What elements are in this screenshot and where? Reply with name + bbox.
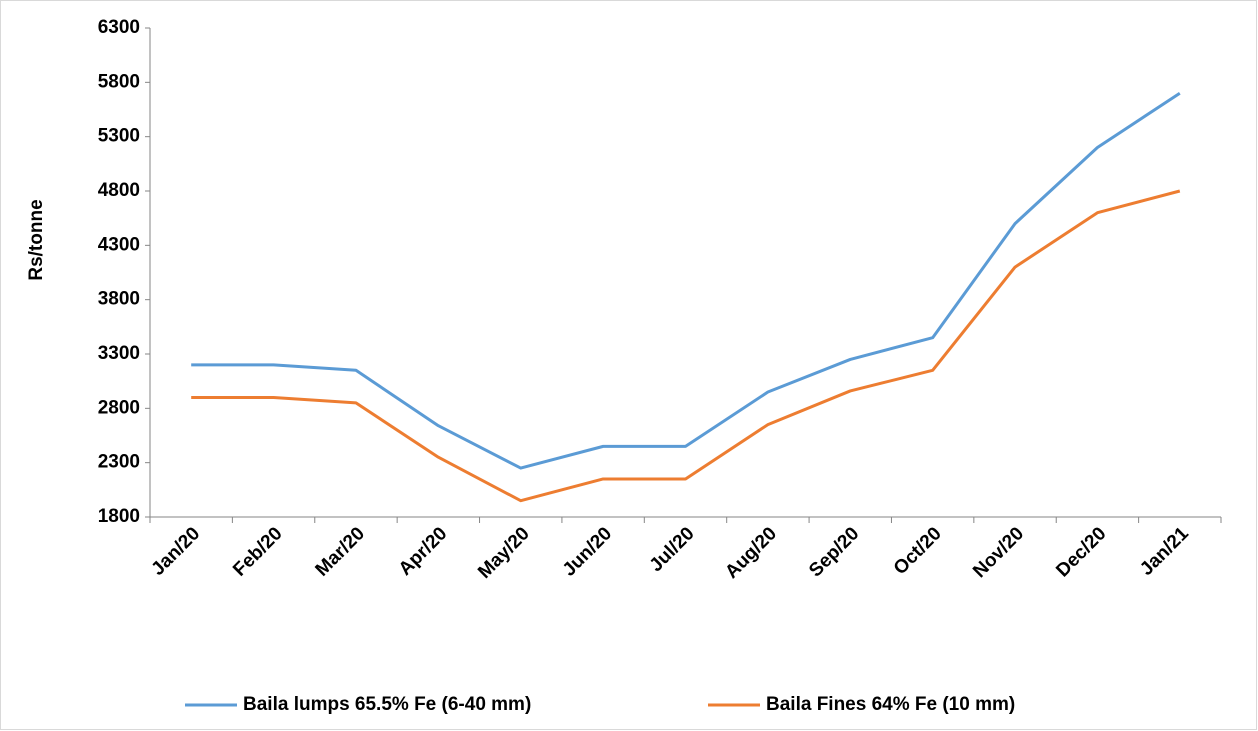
y-tick-label: 3300 xyxy=(98,343,140,364)
y-tick-label: 4300 xyxy=(98,234,140,255)
y-tick-label: 6300 xyxy=(98,17,140,38)
y-tick-label: 2300 xyxy=(98,452,140,473)
legend-label: Baila lumps 65.5% Fe (6-40 mm) xyxy=(243,694,531,715)
y-tick-label: 3800 xyxy=(98,289,140,310)
line-series xyxy=(191,91,1181,470)
y-tick-label: 2800 xyxy=(98,397,140,418)
legend-label: Baila Fines 64% Fe (10 mm) xyxy=(766,694,1015,715)
y-tick-label: 4800 xyxy=(98,180,140,201)
line-series xyxy=(191,189,1181,503)
y-tick-label: 1800 xyxy=(98,506,140,527)
y-tick-label: 5300 xyxy=(98,126,140,147)
y-tick-label: 5800 xyxy=(98,71,140,92)
y-axis-label: Rs/tonne xyxy=(26,199,47,280)
